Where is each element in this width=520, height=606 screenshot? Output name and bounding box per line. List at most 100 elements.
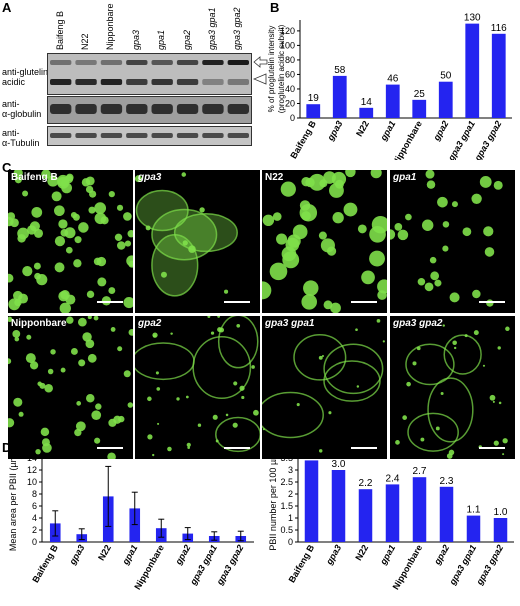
category-label: Baifeng B <box>30 543 60 585</box>
protein-body <box>280 181 296 197</box>
scale-bar <box>351 447 377 449</box>
category-label: gpa3 <box>67 543 87 567</box>
y-tick-label: 12 <box>27 465 37 475</box>
protein-body <box>497 346 501 350</box>
protein-body <box>135 175 142 183</box>
data-label: 2.3 <box>440 476 454 487</box>
protein-body <box>416 346 421 351</box>
protein-body <box>145 225 151 231</box>
lane-label: gpa3 gpa2 <box>232 7 243 50</box>
blot-globulin <box>47 96 252 124</box>
protein-body <box>493 180 503 190</box>
protein-body <box>281 246 297 262</box>
protein-body <box>224 289 229 294</box>
protein-body <box>482 364 486 367</box>
category-label: N22 <box>353 543 370 562</box>
blot-band <box>202 79 224 85</box>
protein-body <box>498 401 502 405</box>
data-label: 130 <box>464 13 481 24</box>
protein-body <box>185 395 189 399</box>
protein-body <box>182 240 188 246</box>
protein-body <box>81 178 91 187</box>
protein-body <box>57 174 69 187</box>
protein-body <box>87 353 97 363</box>
y-tick-label: 20 <box>285 98 295 108</box>
protein-body <box>232 422 238 428</box>
category-label: gpa1 <box>378 543 398 567</box>
micrograph-image <box>135 172 238 297</box>
protein-body <box>417 277 426 286</box>
data-label: 14 <box>361 97 373 108</box>
protein-body <box>147 396 152 402</box>
protein-body <box>420 437 425 442</box>
protein-body <box>345 170 356 178</box>
protein-body <box>448 449 455 456</box>
protein-body <box>301 294 317 310</box>
lane-label: N22 <box>80 33 91 50</box>
panel-label-d: D <box>2 440 12 455</box>
blot-band <box>176 133 199 138</box>
protein-body <box>430 271 440 281</box>
protein-body <box>50 349 56 355</box>
protein-body <box>187 446 191 449</box>
protein-body <box>394 223 403 231</box>
protein-body <box>320 238 335 253</box>
protein-body <box>356 385 360 388</box>
protein-body <box>54 236 66 247</box>
protein-body <box>472 289 481 299</box>
blot-band <box>176 79 199 85</box>
micrograph-tile: gpa2 <box>135 316 260 459</box>
micrograph-tile: gpa3 gpa1 <box>262 316 387 459</box>
open-arrow-icon <box>253 56 268 68</box>
protein-body <box>128 328 133 336</box>
protein-body <box>331 171 347 187</box>
y-tick-label: 120 <box>280 26 295 36</box>
micrograph-label: gpa2 <box>138 318 162 329</box>
protein-body <box>152 334 157 338</box>
protein-body <box>330 302 341 313</box>
protein-body <box>94 202 107 215</box>
blot-band <box>126 104 148 114</box>
category-label: gpa3 gpa1 <box>446 119 477 160</box>
y-tick-label: 40 <box>285 84 295 94</box>
protein-body <box>186 442 191 447</box>
protein-body <box>70 211 78 219</box>
blot-band <box>75 79 97 85</box>
protein-body <box>479 176 492 188</box>
micrograph-tile: Nipponbare <box>8 316 133 459</box>
y-tick-label: 0 <box>32 537 37 547</box>
protein-body <box>493 440 499 446</box>
blot-band <box>227 79 249 85</box>
protein-body <box>483 226 494 237</box>
micrograph-label: gpa3 gpa1 <box>265 318 315 329</box>
protein-body <box>239 385 245 391</box>
category-label: N22 <box>96 543 113 562</box>
protein-body <box>87 316 92 320</box>
micrograph-label: Nipponbare <box>11 318 67 329</box>
protein-body <box>318 449 323 453</box>
protein-body <box>429 256 437 264</box>
protein-body <box>113 415 122 424</box>
protein-body <box>12 329 21 338</box>
protein-body <box>473 330 479 336</box>
blot-band <box>151 79 173 85</box>
protein-body <box>492 400 495 403</box>
micrograph-image <box>135 316 260 457</box>
scale-bar <box>224 301 250 303</box>
protein-body <box>489 394 496 401</box>
protein-body <box>42 443 52 453</box>
cell-outline <box>427 377 474 443</box>
protein-body <box>484 247 495 257</box>
blot-band <box>100 133 123 138</box>
blot-band <box>50 104 72 114</box>
category-label: gpa2 <box>173 543 193 567</box>
protein-body <box>110 327 116 332</box>
protein-body <box>8 273 14 283</box>
protein-body <box>253 409 259 416</box>
protein-body <box>33 262 41 270</box>
protein-body <box>89 190 97 198</box>
cell-outline <box>323 360 381 402</box>
blot-band <box>151 60 173 65</box>
protein-body <box>212 414 218 420</box>
bar <box>385 484 400 542</box>
